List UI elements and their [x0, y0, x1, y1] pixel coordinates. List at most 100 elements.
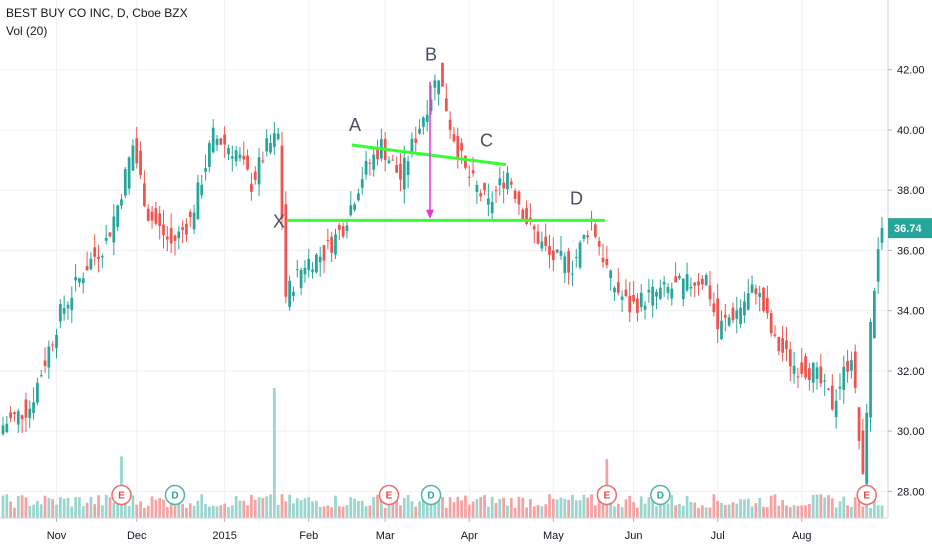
candle-body [636, 298, 639, 313]
volume-bar [276, 504, 280, 518]
volume-bar [861, 506, 865, 518]
volume-bar [108, 497, 112, 518]
candle-body [624, 289, 628, 296]
candle-body [498, 178, 502, 186]
candle-body [399, 163, 402, 180]
candle-body [743, 301, 746, 316]
volume-bar [74, 497, 77, 518]
candle-body [850, 360, 853, 371]
candle-body [43, 360, 47, 366]
candle-body [441, 62, 444, 87]
candle-body [334, 234, 337, 255]
candle-body [506, 172, 509, 190]
volume-bar [379, 498, 383, 518]
earnings-marker[interactable]: E [596, 484, 618, 506]
candle-body [414, 138, 418, 143]
volume-bar [299, 500, 303, 518]
candle-body [150, 211, 154, 221]
volume-bar [368, 505, 372, 518]
event-circle [164, 484, 186, 506]
candle-body [315, 254, 318, 273]
candle-body [681, 278, 685, 300]
volume-bar [39, 504, 43, 518]
volume-bar [70, 506, 74, 518]
candle-body [410, 138, 414, 152]
candle-body [479, 192, 483, 197]
candle-body [257, 157, 261, 185]
volume-bar [246, 505, 249, 518]
candle-body [104, 238, 108, 241]
candle-body [253, 171, 257, 180]
volume-bar [78, 497, 81, 518]
volume-bar [483, 495, 486, 518]
volume-bar [555, 499, 559, 518]
volume-bar [788, 507, 792, 518]
earnings-marker[interactable]: E [378, 484, 400, 506]
candle-body [750, 284, 754, 293]
dividend-marker[interactable]: D [164, 484, 186, 506]
volume-bar [100, 505, 104, 518]
volume-bar [123, 500, 127, 518]
volume-bar [513, 507, 517, 518]
event-letter: D [657, 491, 664, 502]
earnings-marker[interactable]: E [856, 484, 877, 506]
event-letter: E [603, 491, 610, 502]
volume-bar [139, 501, 142, 518]
candle-body [376, 147, 379, 160]
candle-body [395, 164, 399, 173]
candle-body [204, 168, 207, 172]
candle-body [238, 154, 242, 159]
earnings-marker[interactable]: E [111, 484, 132, 506]
dividend-marker[interactable]: D [420, 484, 442, 506]
volume-bar [55, 504, 58, 518]
candle-body [571, 273, 574, 275]
volume-bar [704, 507, 708, 518]
volume-bar [636, 507, 639, 518]
candle-body [16, 411, 20, 425]
neckline-resistance[interactable] [351, 143, 507, 167]
candle-body [5, 423, 9, 433]
candle-body [830, 385, 834, 410]
volume-bar [406, 495, 410, 518]
volume-bar [452, 502, 456, 518]
candle-body [169, 228, 173, 244]
candle-body [785, 340, 788, 350]
candle-body [303, 267, 307, 275]
candle-body [135, 138, 139, 164]
time-axis[interactable]: Nov Dec 2015 Feb Mar Apr May Jun Jul Aug [0, 517, 888, 550]
volume-bar [869, 507, 872, 518]
candle-body [207, 143, 211, 167]
volume-bar [334, 495, 337, 518]
candle-body [754, 288, 758, 295]
volume-bar [590, 494, 593, 518]
candle-body [800, 362, 804, 374]
volume-bar [242, 500, 246, 518]
volume-bar [349, 497, 353, 518]
volume-bar [876, 505, 880, 518]
candle-body [544, 236, 548, 246]
volume-bar [578, 500, 582, 518]
price-axis[interactable]: 28.00 30.00 32.00 34.00 36.00 38.00 40.00 42.00… [887, 0, 932, 550]
candle-body [93, 247, 97, 257]
xabcd-pattern[interactable]: X A B C D [273, 45, 605, 232]
candle-body [192, 212, 196, 230]
candle-body [28, 408, 32, 419]
candle-body [796, 376, 800, 378]
candle-body [47, 346, 51, 368]
candle-body [586, 235, 590, 238]
volume-bar [51, 499, 55, 518]
volume-bar [444, 507, 448, 518]
candle-body [815, 367, 819, 379]
dividend-marker[interactable]: D [650, 484, 671, 506]
candle-body [685, 274, 689, 291]
volume-bar [559, 497, 563, 518]
volume-bar [437, 497, 441, 518]
candle-body [559, 250, 563, 256]
candle-body [406, 161, 410, 175]
candle-body [51, 344, 55, 346]
volume-bar [697, 507, 700, 518]
candle-body [299, 269, 303, 288]
candle-body [364, 160, 368, 175]
